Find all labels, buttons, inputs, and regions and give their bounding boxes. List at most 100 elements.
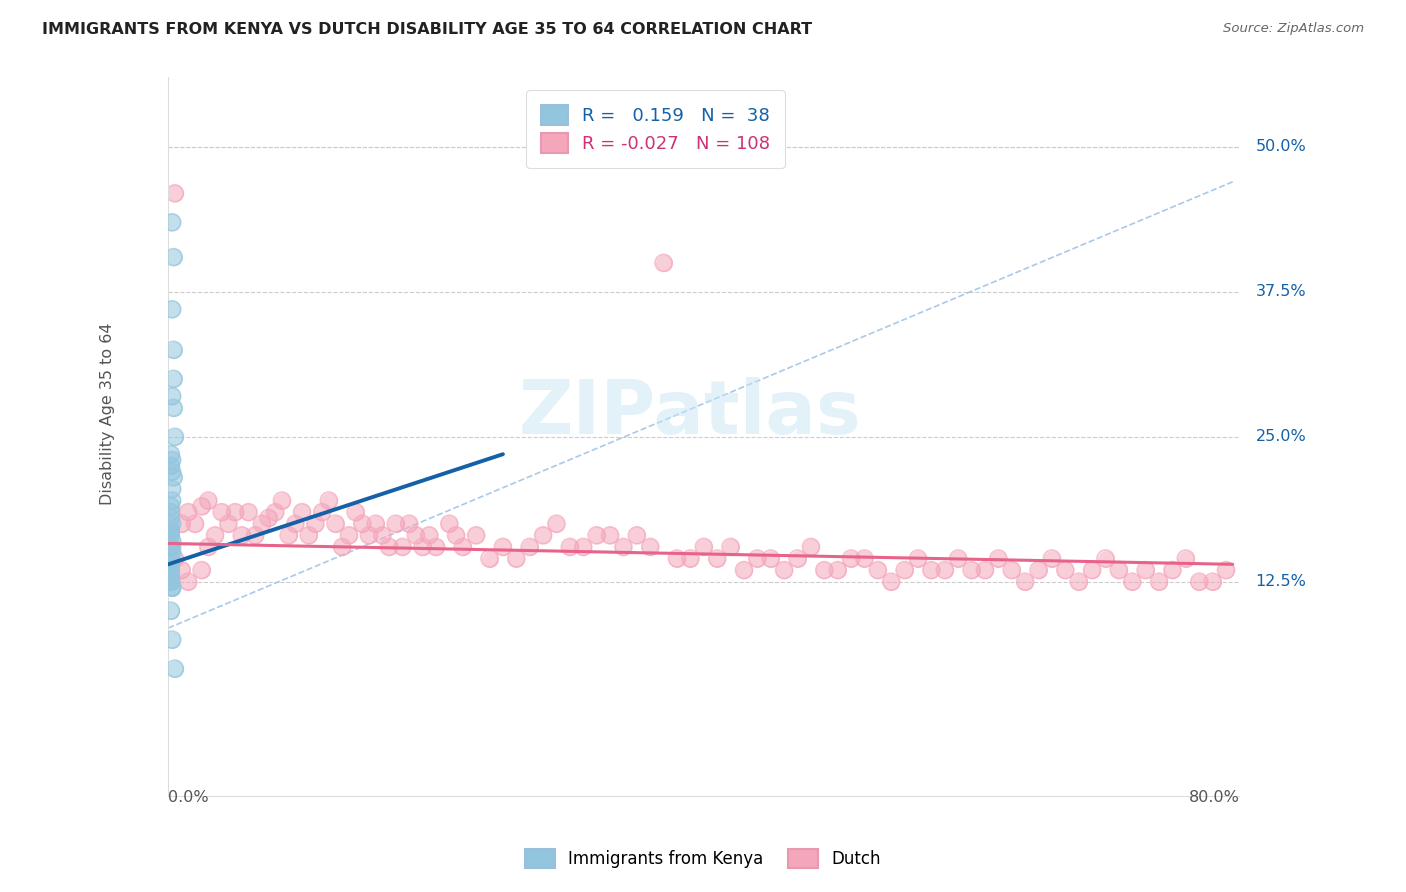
Point: [398, 516, 420, 531]
Point: [162, 372, 184, 386]
Text: 0.0%: 0.0%: [169, 790, 208, 805]
Point: [1028, 563, 1050, 577]
Text: Source: ZipAtlas.com: Source: ZipAtlas.com: [1223, 22, 1364, 36]
Point: [160, 574, 183, 589]
Point: [257, 511, 280, 525]
Point: [160, 569, 183, 583]
Point: [505, 551, 527, 566]
Point: [934, 563, 956, 577]
Point: [1215, 563, 1237, 577]
Point: [1201, 574, 1223, 589]
Point: [160, 516, 183, 531]
Point: [162, 401, 184, 415]
Point: [245, 528, 267, 542]
Point: [160, 540, 183, 554]
Point: [163, 430, 186, 444]
Point: [160, 558, 183, 572]
Point: [298, 528, 321, 542]
Point: [160, 546, 183, 560]
Point: [1135, 563, 1157, 577]
Point: [893, 563, 915, 577]
Point: [546, 516, 568, 531]
Point: [1081, 563, 1104, 577]
Point: [160, 493, 183, 508]
Point: [160, 528, 183, 542]
Point: [505, 551, 527, 566]
Point: [1161, 563, 1184, 577]
Point: [160, 581, 183, 595]
Point: [277, 528, 299, 542]
Point: [304, 516, 326, 531]
Point: [160, 540, 183, 554]
Point: [177, 574, 200, 589]
Point: [160, 574, 183, 589]
Point: [1121, 574, 1143, 589]
Legend: R =   0.159   N =  38, R = -0.027   N = 108: R = 0.159 N = 38, R = -0.027 N = 108: [526, 90, 785, 168]
Point: [160, 604, 183, 618]
Point: [211, 505, 233, 519]
Point: [160, 523, 183, 537]
Point: [612, 540, 634, 554]
Point: [371, 528, 394, 542]
Point: [1001, 563, 1024, 577]
Point: [160, 482, 183, 496]
Point: [1174, 551, 1197, 566]
Point: [211, 505, 233, 519]
Point: [217, 516, 239, 531]
Point: [337, 528, 360, 542]
Point: [160, 500, 183, 514]
Point: [160, 453, 183, 467]
Legend: Immigrants from Kenya, Dutch: Immigrants from Kenya, Dutch: [519, 842, 887, 875]
Point: [920, 563, 942, 577]
Point: [1067, 574, 1090, 589]
Point: [759, 551, 782, 566]
Point: [1215, 563, 1237, 577]
Text: 12.5%: 12.5%: [1256, 574, 1306, 590]
Point: [720, 540, 742, 554]
Point: [866, 563, 889, 577]
Point: [352, 516, 374, 531]
Point: [853, 551, 876, 566]
Point: [160, 465, 183, 479]
Point: [160, 540, 183, 554]
Text: ZIPatlas: ZIPatlas: [519, 377, 862, 450]
Point: [325, 516, 347, 531]
Point: [277, 528, 299, 542]
Point: [866, 563, 889, 577]
Point: [418, 528, 440, 542]
Point: [190, 563, 212, 577]
Point: [759, 551, 782, 566]
Point: [224, 505, 246, 519]
Point: [960, 563, 983, 577]
Point: [1028, 563, 1050, 577]
Point: [786, 551, 808, 566]
Point: [827, 563, 849, 577]
Point: [162, 250, 184, 264]
Point: [1201, 574, 1223, 589]
Point: [204, 528, 226, 542]
Point: [800, 540, 823, 554]
Point: [271, 493, 294, 508]
Point: [585, 528, 607, 542]
Point: [318, 493, 340, 508]
Point: [960, 563, 983, 577]
Point: [813, 563, 835, 577]
Point: [880, 574, 903, 589]
Point: [612, 540, 634, 554]
Point: [425, 540, 447, 554]
Point: [160, 389, 183, 403]
Point: [371, 528, 394, 542]
Point: [257, 511, 280, 525]
Point: [190, 563, 212, 577]
Point: [733, 563, 755, 577]
Point: [160, 524, 183, 539]
Point: [160, 215, 183, 229]
Point: [638, 540, 661, 554]
Point: [1040, 551, 1063, 566]
Point: [160, 302, 183, 317]
Point: [160, 524, 183, 539]
Point: [160, 569, 183, 583]
Point: [231, 528, 253, 542]
Point: [418, 528, 440, 542]
Point: [160, 447, 183, 461]
